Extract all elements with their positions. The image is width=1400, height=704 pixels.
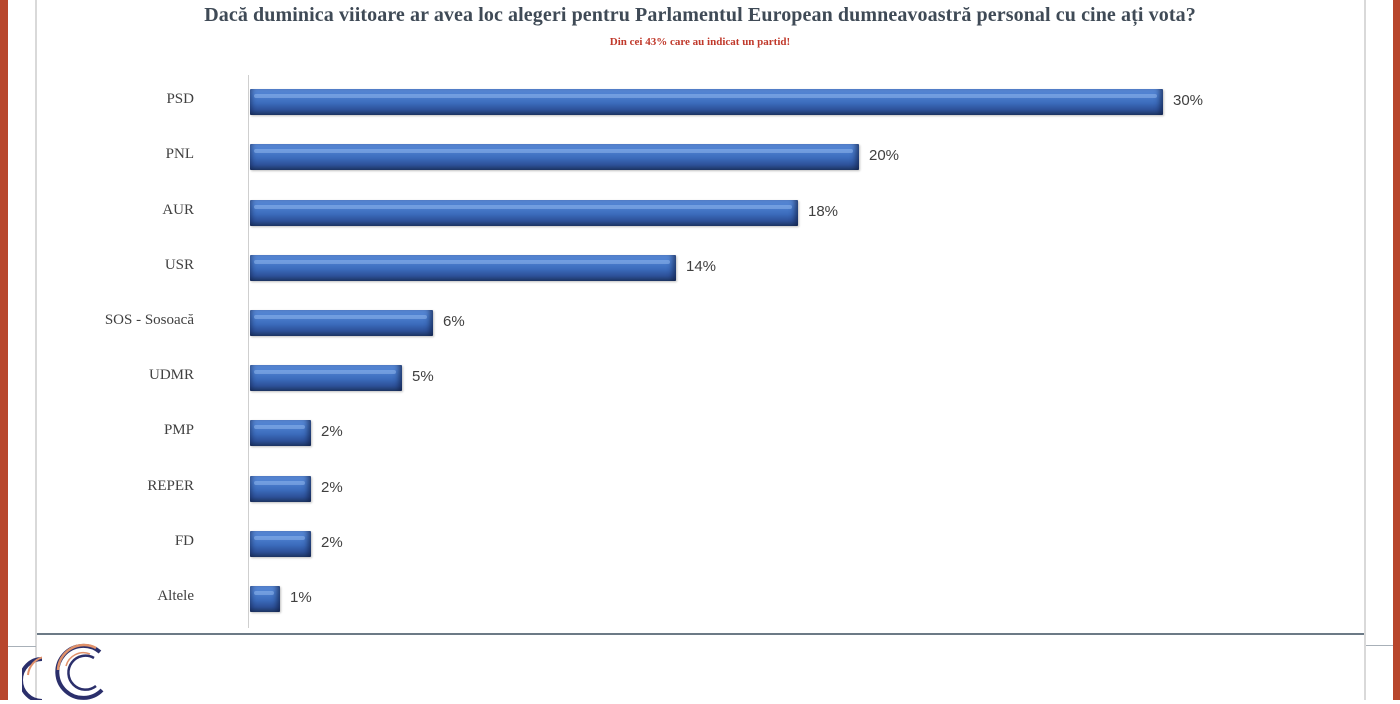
divider [8, 646, 36, 647]
bar-row: AUR 18% [0, 199, 1360, 227]
bar-row: USR 14% [0, 254, 1360, 282]
category-label: USR [164, 257, 194, 273]
category-label: PSD [166, 91, 194, 107]
bar [250, 365, 402, 391]
value-label: 20% [869, 147, 900, 164]
bar-row: PMP 2% [0, 419, 1360, 447]
value-label: 2% [321, 479, 343, 496]
slide-edge-left [35, 0, 37, 700]
value-label: 2% [321, 423, 343, 440]
bar-row: PNL 20% [0, 143, 1360, 171]
chart-subtitle: Din cei 43% care au indicat un partid! [609, 36, 791, 48]
bar [250, 200, 798, 226]
bar-row: SOS - Sosoacă 6% [0, 309, 1360, 337]
value-label: 1% [290, 589, 312, 606]
value-label: 30% [1173, 92, 1204, 109]
bar [250, 531, 311, 557]
chart-title: Dacă duminica viitoare ar avea loc alege… [204, 4, 1196, 26]
crescent-logo-icon [50, 640, 110, 700]
bar-row: UDMR 5% [0, 364, 1360, 392]
category-label: REPER [147, 478, 194, 494]
crescent-logo-icon [22, 655, 42, 700]
category-label: UDMR [148, 367, 194, 383]
value-label: 18% [808, 203, 839, 220]
category-label: FD [174, 533, 194, 549]
category-label: AUR [162, 202, 194, 218]
bar-row: Altele 1% [0, 585, 1360, 613]
slide-edge-right [1364, 0, 1366, 700]
value-label: 2% [321, 534, 343, 551]
category-label: PMP [163, 422, 194, 438]
divider [1366, 645, 1393, 646]
bar-row: REPER 2% [0, 475, 1360, 503]
category-label: SOS - Sosoacă [104, 312, 194, 328]
bar [250, 420, 311, 446]
category-axis [248, 75, 249, 628]
bar [250, 89, 1163, 115]
bar [250, 255, 676, 281]
value-label: 6% [443, 313, 465, 330]
category-label: PNL [165, 146, 194, 162]
footer-divider [37, 633, 1364, 635]
frame-border-left [0, 0, 8, 700]
bar [250, 144, 859, 170]
bar [250, 310, 433, 336]
bar [250, 586, 280, 612]
frame-border-right [1393, 0, 1400, 700]
category-label: Altele [157, 588, 194, 604]
value-label: 5% [412, 368, 434, 385]
value-label: 14% [686, 258, 717, 275]
bar-row: PSD 30% [0, 88, 1360, 116]
bar [250, 476, 311, 502]
bar-row: FD 2% [0, 530, 1360, 558]
